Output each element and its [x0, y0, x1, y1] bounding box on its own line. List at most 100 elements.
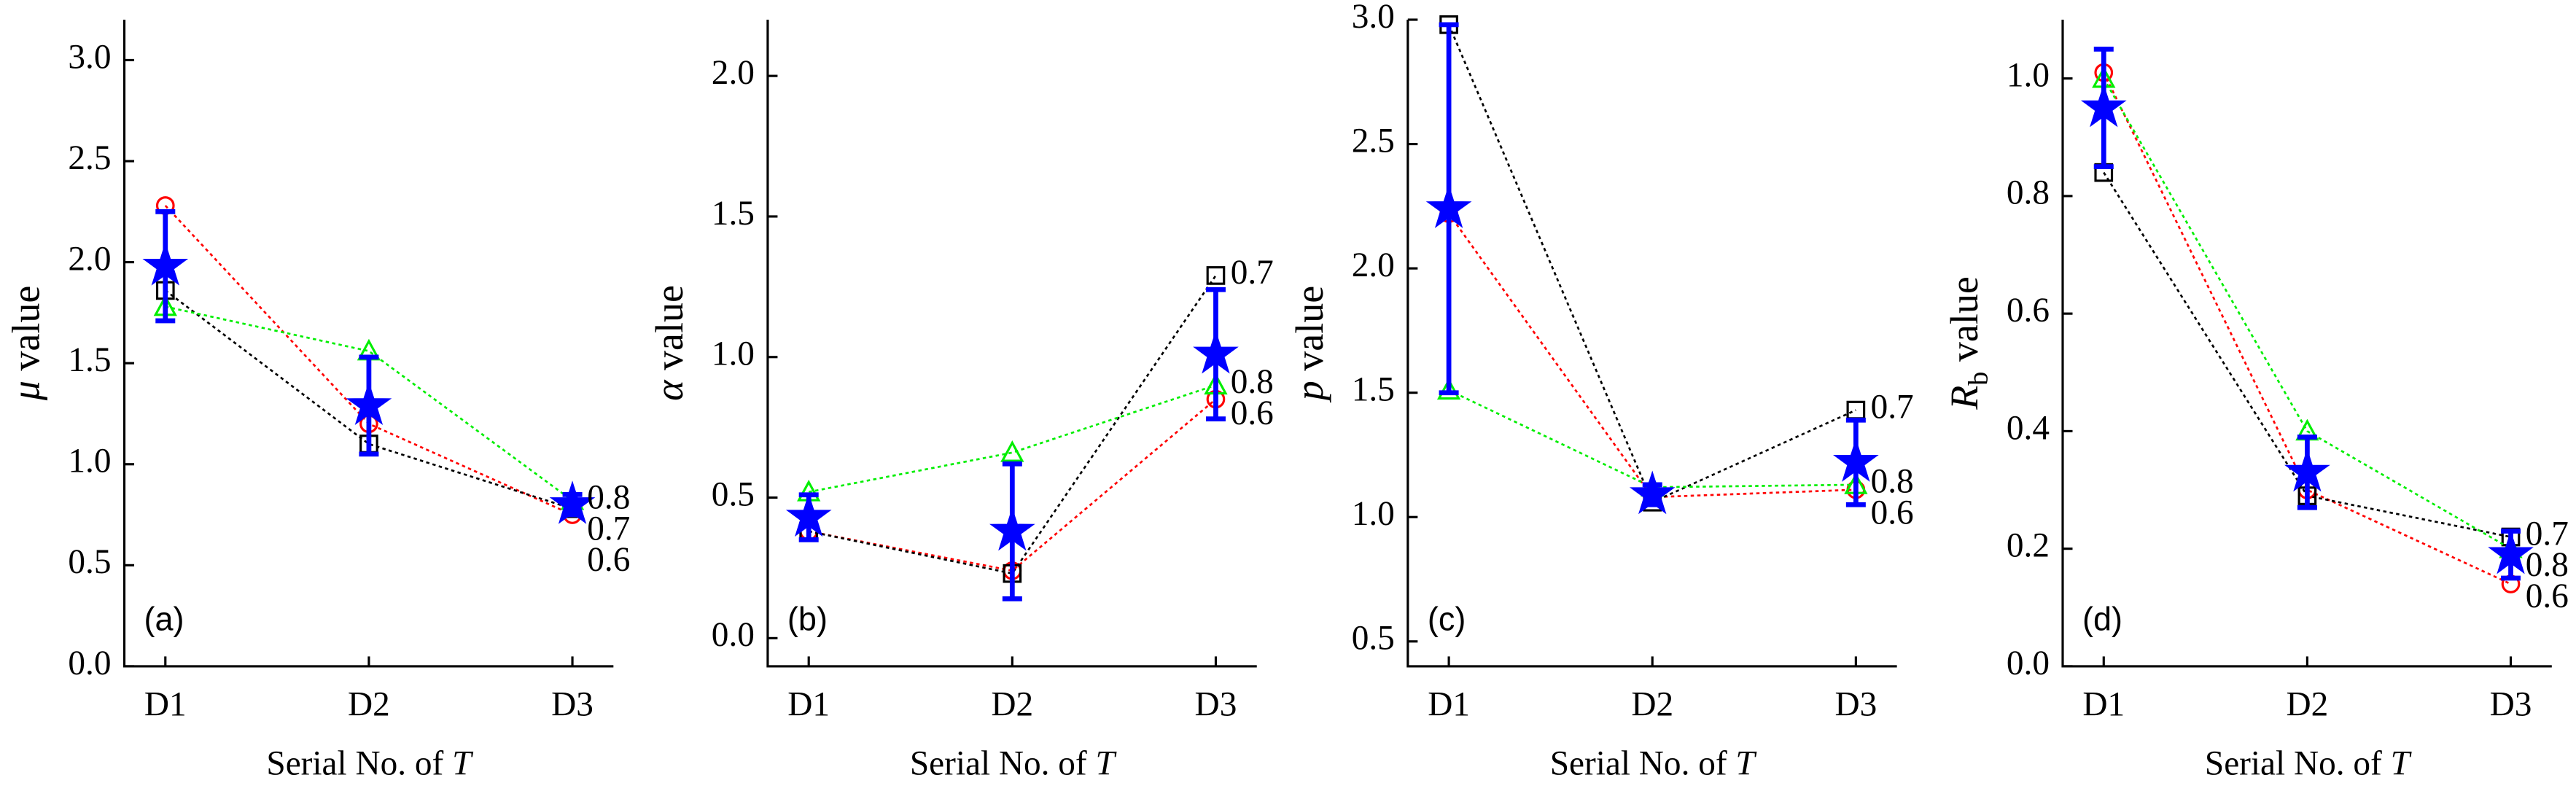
marker-star — [2284, 448, 2330, 492]
x-label-text: Serial No. of — [2205, 744, 2382, 782]
series-line — [808, 384, 1216, 494]
x-tick-label: D2 — [348, 685, 390, 723]
marker-star — [549, 480, 596, 524]
y-tick-label: 0.2 — [2007, 527, 2050, 565]
series-name-label: 0.6 — [2526, 577, 2569, 615]
y-tick-label: 2.0 — [1352, 246, 1395, 284]
y-label-symbol: p — [1288, 381, 1331, 403]
y-tick-label: 1.0 — [712, 335, 755, 373]
series-name-label: 0.7 — [1871, 388, 1914, 426]
x-tick-label: D3 — [1195, 685, 1237, 723]
x-label-text: Serial No. of — [910, 744, 1087, 782]
series-name-label: 0.6 — [587, 541, 630, 579]
marker-square — [1846, 400, 1866, 420]
y-tick-label: 0.6 — [2007, 292, 2050, 330]
series-name-label: 0.8 — [587, 478, 630, 516]
y-tick-label: 1.5 — [712, 195, 755, 233]
marker-star — [1425, 184, 1472, 228]
x-tick-label: D2 — [991, 685, 1033, 723]
marker-triangle — [1000, 440, 1024, 462]
y-axis-label: μ value — [4, 286, 47, 402]
y-tick-label: 2.0 — [712, 54, 755, 92]
marker-star — [785, 493, 832, 537]
y-tick-label: 2.5 — [1352, 122, 1395, 160]
panel-label: (c) — [1428, 600, 1466, 637]
marker-star — [1629, 470, 1676, 515]
y-label-text: value — [1942, 276, 1986, 371]
x-label-symbol: T — [452, 744, 474, 782]
x-tick-label: D1 — [1428, 685, 1470, 723]
axis-frame — [1406, 20, 1897, 668]
y-tick-label: 0.0 — [68, 644, 111, 682]
panel-label: (b) — [787, 600, 828, 637]
series-name-label: 0.8 — [2526, 546, 2569, 584]
x-tick-label: D1 — [144, 685, 187, 723]
x-tick-label: D1 — [2082, 685, 2125, 723]
x-tick-label: D1 — [787, 685, 830, 723]
marker-star — [346, 381, 392, 425]
series-line — [1448, 213, 1856, 499]
y-tick-label: 2.5 — [68, 139, 111, 177]
x-axis-label: Serial No. of T — [1550, 744, 1758, 782]
panel-label: (d) — [2082, 600, 2122, 637]
marker-star — [2488, 530, 2534, 574]
series-line — [165, 305, 573, 502]
axis-frame — [766, 20, 1257, 668]
y-tick-label: 3.0 — [68, 38, 111, 76]
y-axis-label: Rb value — [1942, 276, 1994, 410]
y-label-text: value — [647, 285, 691, 380]
series-name-label: 0.6 — [1231, 394, 1274, 432]
y-tick-label: 0.4 — [2007, 409, 2050, 447]
y-label-symbol: μ — [4, 381, 47, 401]
x-tick-label: D3 — [551, 685, 594, 723]
y-tick-label: 0.5 — [1352, 620, 1395, 658]
series-name-label: 0.7 — [1231, 254, 1274, 292]
x-axis-label: Serial No. of T — [910, 744, 1118, 782]
y-tick-label: 0.0 — [2007, 644, 2050, 682]
panel-label: (a) — [144, 600, 184, 637]
y-label-symbol: R — [1942, 386, 1986, 410]
y-tick-label: 3.0 — [1352, 0, 1395, 36]
series-name-label: 0.8 — [1871, 463, 1914, 501]
y-label-text: value — [4, 286, 47, 381]
y-tick-label: 0.8 — [2007, 174, 2050, 212]
x-axis-label: Serial No. of T — [266, 744, 474, 782]
x-label-text: Serial No. of — [1550, 744, 1727, 782]
y-axis-label: p value — [1288, 286, 1331, 404]
x-axis-label: Serial No. of T — [2205, 744, 2413, 782]
marker-star — [989, 507, 1035, 551]
x-tick-label: D3 — [2490, 685, 2532, 723]
y-tick-label: 1.5 — [1352, 371, 1395, 409]
series-name-label: 0.8 — [1231, 363, 1274, 401]
series-name-label: 0.7 — [2526, 515, 2569, 553]
y-tick-label: 2.0 — [68, 240, 111, 278]
series-name-label: 0.6 — [1871, 494, 1914, 532]
x-tick-label: D2 — [1631, 685, 1673, 723]
marker-star — [1833, 438, 1879, 482]
y-label-subscript: b — [1963, 372, 1993, 386]
series-name-label: 0.7 — [587, 510, 630, 548]
x-label-symbol: T — [2391, 744, 2413, 782]
series-line — [2103, 77, 2512, 550]
y-tick-label: 1.0 — [2007, 56, 2050, 94]
y-tick-label: 0.0 — [712, 616, 755, 654]
series-line — [808, 275, 1217, 575]
y-tick-label: 0.5 — [712, 475, 755, 513]
y-tick-label: 0.5 — [68, 543, 111, 581]
x-label-symbol: T — [1735, 744, 1757, 782]
series-line — [2103, 71, 2512, 585]
marker-star — [142, 242, 189, 286]
marker-triangle — [1436, 378, 1461, 400]
series-line — [1447, 24, 1856, 504]
x-label-symbol: T — [1096, 744, 1118, 782]
y-tick-label: 1.5 — [68, 341, 111, 379]
y-tick-label: 1.0 — [68, 443, 111, 480]
y-label-text: value — [1288, 286, 1331, 381]
marker-square — [1206, 266, 1226, 285]
marker-star — [1193, 330, 1239, 374]
y-axis-label: α value — [647, 285, 691, 401]
marker-star — [2080, 83, 2127, 128]
y-tick-label: 1.0 — [1352, 495, 1395, 533]
